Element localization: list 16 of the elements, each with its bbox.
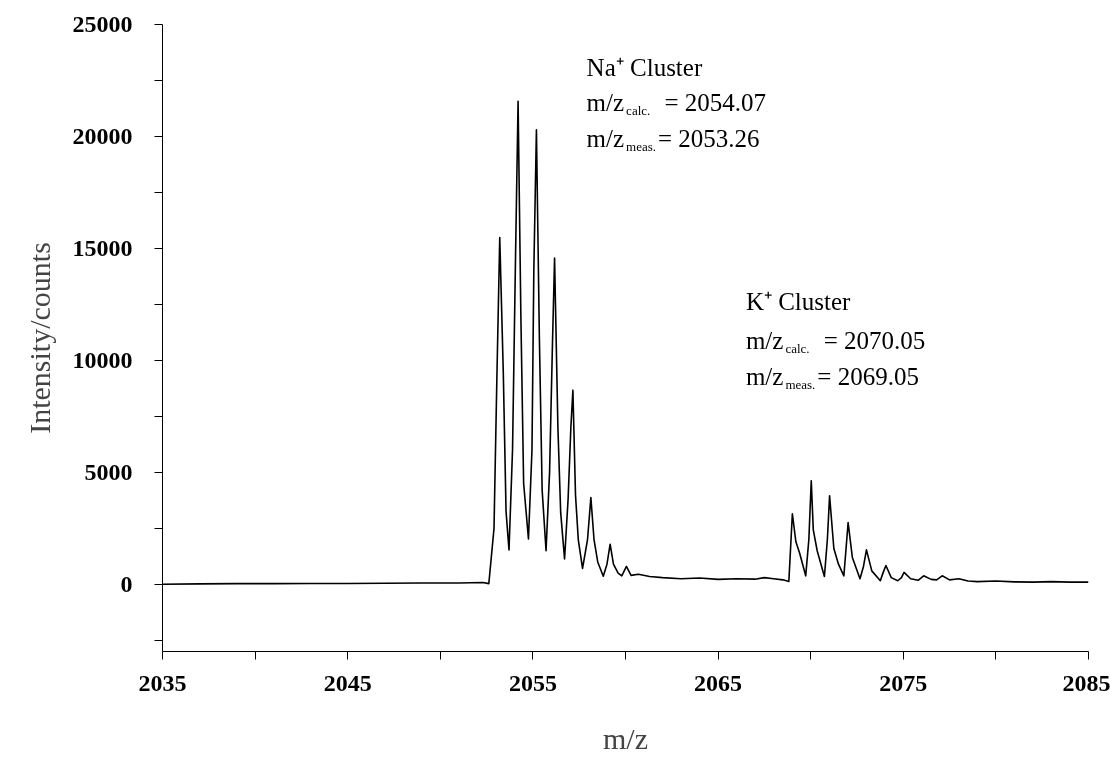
x-tick-label: 2045 xyxy=(323,669,372,696)
y-tick-label: 15000 xyxy=(72,234,133,261)
y-tick-label: 5000 xyxy=(84,458,133,485)
x-tick-label: 2055 xyxy=(508,669,557,696)
y-axis-title: Intensity/counts xyxy=(22,242,56,434)
x-tick-label: 2085 xyxy=(1062,669,1110,696)
annotation: Na⁺ Cluster xyxy=(586,53,703,81)
y-tick-label: 25000 xyxy=(72,11,133,37)
x-tick-label: 2035 xyxy=(138,669,187,696)
annotation: K⁺ Cluster xyxy=(745,288,852,316)
x-tick-label: 2065 xyxy=(694,669,743,696)
x-axis-title: m/z xyxy=(603,721,649,755)
y-tick-label: 20000 xyxy=(72,122,133,149)
x-tick-label: 2075 xyxy=(879,669,928,696)
y-tick-label: 0 xyxy=(120,570,133,597)
y-tick-label: 10000 xyxy=(72,346,133,373)
